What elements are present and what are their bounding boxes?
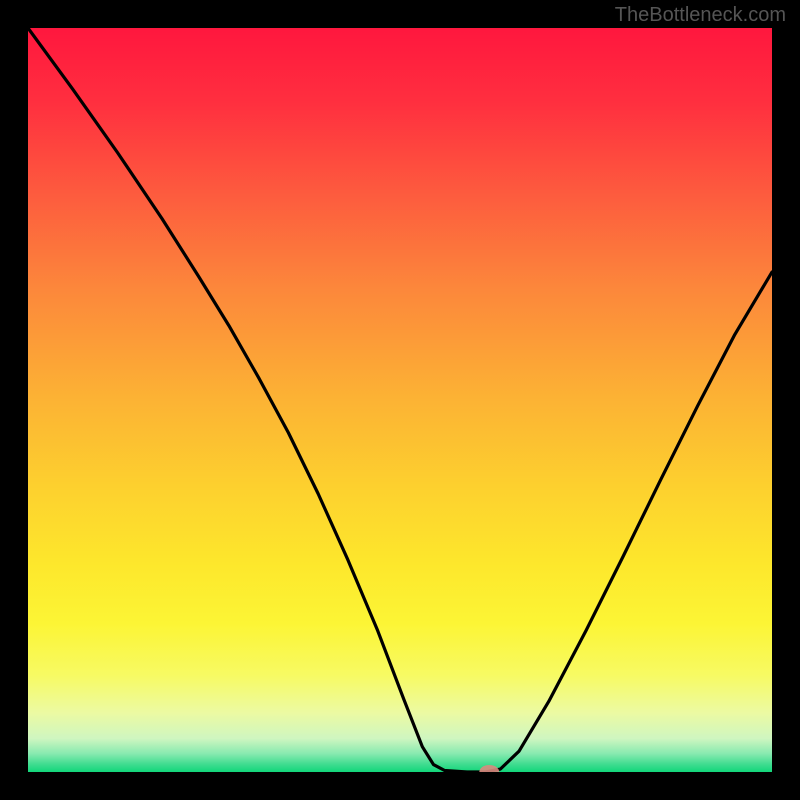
watermark-text: TheBottleneck.com <box>615 4 786 27</box>
chart-container <box>28 28 772 772</box>
plot-background <box>28 28 772 772</box>
chart-svg <box>28 28 772 772</box>
